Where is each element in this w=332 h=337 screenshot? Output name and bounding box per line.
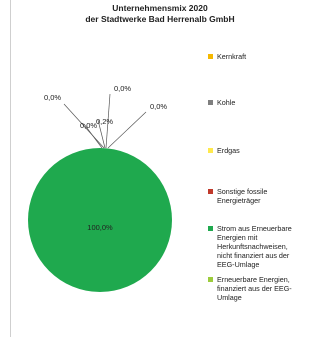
legend-swatch-sonstige-fossile: [208, 189, 213, 194]
data-label-4: 100,0%: [87, 223, 113, 232]
legend-swatch-kohle: [208, 100, 213, 105]
legend-swatch-kernkraft: [208, 54, 213, 59]
legend-label-kohle: Kohle: [217, 98, 236, 107]
data-label-extra: 0,2%: [96, 117, 113, 126]
legend-label-strom-erneuerbare: Strom aus Erneuerbare Energien mit Herku…: [217, 224, 292, 269]
legend-label-erdgas: Erdgas: [217, 146, 240, 155]
chart-title: Unternehmensmix 2020 der Stadtwerke Bad …: [40, 3, 280, 25]
data-label-2: 0,0%: [150, 102, 167, 111]
legend-label-eeg-umlage: Erneuerbare Energien, finanziert aus der…: [217, 275, 292, 302]
legend-label-kernkraft: Kernkraft: [217, 52, 247, 61]
data-label-1: 0,0%: [114, 84, 131, 93]
legend-label-sonstige-fossile: Sonstige fossile Energieträger: [217, 187, 268, 205]
leader-line-0: [63, 103, 105, 149]
data-label-3: 0,0%: [80, 121, 97, 130]
legend-swatch-eeg-umlage: [208, 277, 213, 282]
leader-line-4: [97, 119, 106, 149]
legend-swatch-strom-erneuerbare: [208, 226, 213, 231]
leader-line-2: [107, 111, 147, 149]
legend: Kernkraft Kohle Erdgas Sonstige fossile …: [208, 0, 332, 337]
chart-title-line-1: Unternehmensmix 2020: [112, 3, 208, 13]
data-label-0: 0,0%: [44, 93, 61, 102]
legend-swatch-erdgas: [208, 148, 213, 153]
pie-slice-4: [28, 148, 172, 292]
leader-line-3: [83, 123, 103, 149]
chart-title-line-2: der Stadtwerke Bad Herrenalb GmbH: [85, 14, 235, 24]
leader-line-1: [105, 93, 111, 149]
